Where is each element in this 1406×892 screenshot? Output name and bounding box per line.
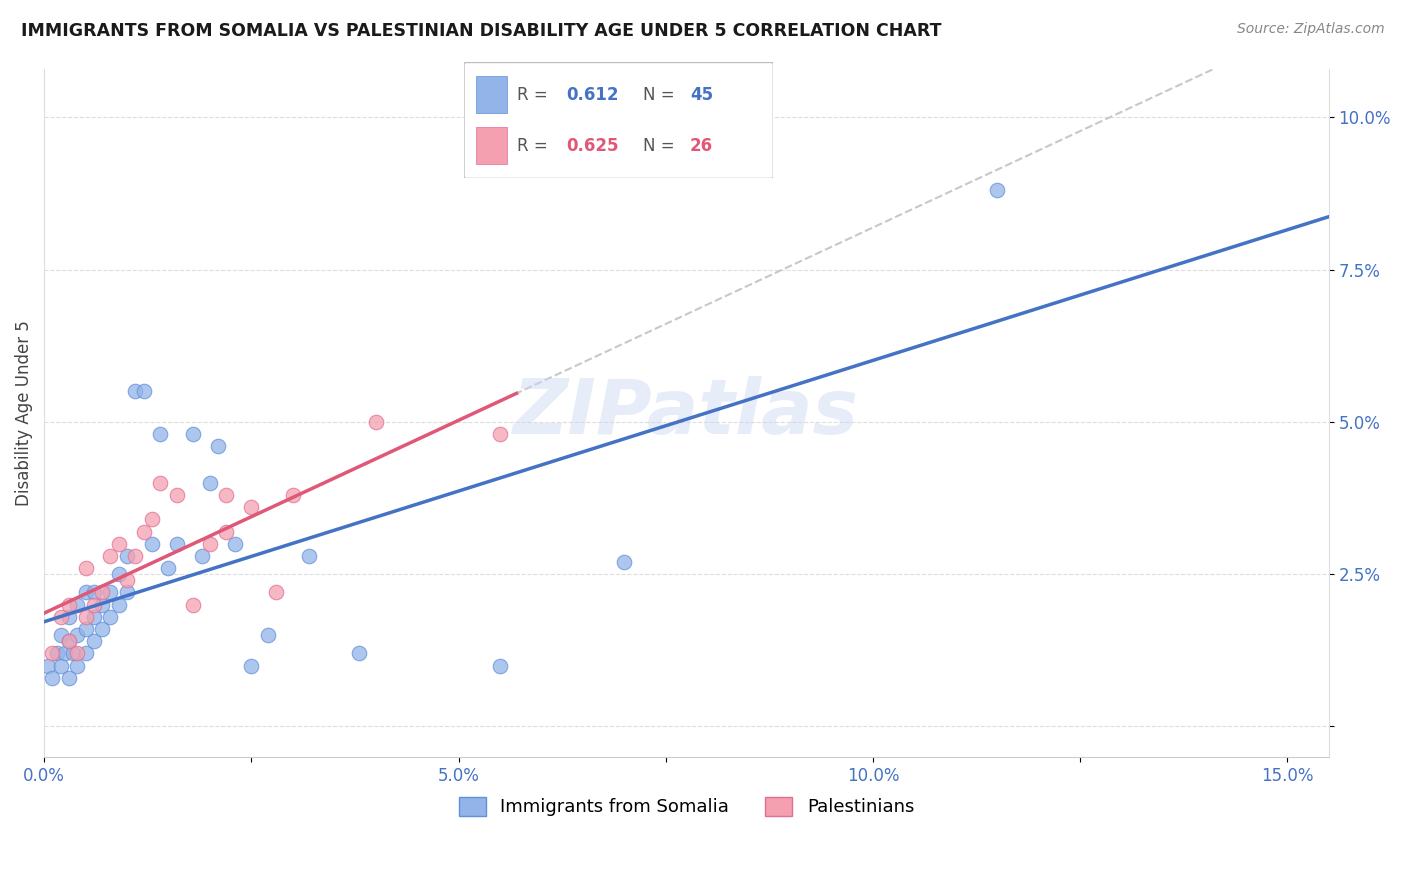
Point — [141, 537, 163, 551]
Point — [132, 384, 155, 399]
Bar — [477, 128, 508, 164]
Point — [986, 183, 1008, 197]
Point — [166, 537, 188, 551]
FancyBboxPatch shape — [464, 62, 773, 178]
Point — [58, 598, 80, 612]
Point — [181, 598, 204, 612]
Point — [49, 610, 72, 624]
Point — [91, 598, 114, 612]
Point — [240, 658, 263, 673]
Point — [141, 512, 163, 526]
Point — [115, 585, 138, 599]
Point — [66, 658, 89, 673]
Point — [100, 610, 122, 624]
Point — [190, 549, 212, 563]
Point — [264, 585, 287, 599]
Point — [41, 646, 63, 660]
Point — [489, 427, 512, 442]
Point — [91, 585, 114, 599]
Point — [215, 488, 238, 502]
Point — [613, 555, 636, 569]
Point — [58, 634, 80, 648]
Point — [66, 628, 89, 642]
Point — [124, 384, 146, 399]
Text: 26: 26 — [690, 137, 713, 155]
Text: 45: 45 — [690, 86, 713, 103]
Point — [132, 524, 155, 539]
Point — [207, 439, 229, 453]
Point — [58, 671, 80, 685]
Point — [157, 561, 180, 575]
Point — [37, 658, 59, 673]
Text: N =: N = — [644, 86, 681, 103]
Text: 0.625: 0.625 — [567, 137, 619, 155]
Y-axis label: Disability Age Under 5: Disability Age Under 5 — [15, 320, 32, 506]
Point — [75, 610, 97, 624]
Point — [281, 488, 304, 502]
Text: ZIPatlas: ZIPatlas — [513, 376, 859, 450]
Point — [115, 549, 138, 563]
Point — [115, 574, 138, 588]
Point — [124, 549, 146, 563]
Point — [53, 646, 76, 660]
Legend: Immigrants from Somalia, Palestinians: Immigrants from Somalia, Palestinians — [451, 789, 921, 823]
Point — [75, 585, 97, 599]
Point — [198, 537, 221, 551]
Point — [364, 415, 387, 429]
Point — [100, 585, 122, 599]
Point — [66, 598, 89, 612]
Point — [45, 646, 67, 660]
Point — [240, 500, 263, 515]
Point — [224, 537, 246, 551]
Point — [198, 475, 221, 490]
Point — [75, 646, 97, 660]
Point — [489, 658, 512, 673]
Point — [83, 598, 105, 612]
Point — [107, 567, 129, 582]
Point — [91, 622, 114, 636]
Point — [149, 475, 172, 490]
Text: Source: ZipAtlas.com: Source: ZipAtlas.com — [1237, 22, 1385, 37]
Point — [215, 524, 238, 539]
Point — [83, 610, 105, 624]
Point — [107, 537, 129, 551]
Point — [298, 549, 321, 563]
Point — [83, 585, 105, 599]
Text: 0.612: 0.612 — [567, 86, 619, 103]
Text: N =: N = — [644, 137, 681, 155]
Bar — [477, 77, 508, 113]
Point — [257, 628, 280, 642]
Point — [347, 646, 370, 660]
Point — [75, 561, 97, 575]
Point — [62, 646, 84, 660]
Point — [181, 427, 204, 442]
Point — [41, 671, 63, 685]
Point — [49, 628, 72, 642]
Point — [149, 427, 172, 442]
Point — [166, 488, 188, 502]
Point — [49, 658, 72, 673]
Point — [107, 598, 129, 612]
Point — [83, 634, 105, 648]
Point — [58, 634, 80, 648]
Text: R =: R = — [516, 86, 553, 103]
Point — [75, 622, 97, 636]
Point — [58, 610, 80, 624]
Text: IMMIGRANTS FROM SOMALIA VS PALESTINIAN DISABILITY AGE UNDER 5 CORRELATION CHART: IMMIGRANTS FROM SOMALIA VS PALESTINIAN D… — [21, 22, 942, 40]
Text: R =: R = — [516, 137, 553, 155]
Point — [66, 646, 89, 660]
Point — [100, 549, 122, 563]
